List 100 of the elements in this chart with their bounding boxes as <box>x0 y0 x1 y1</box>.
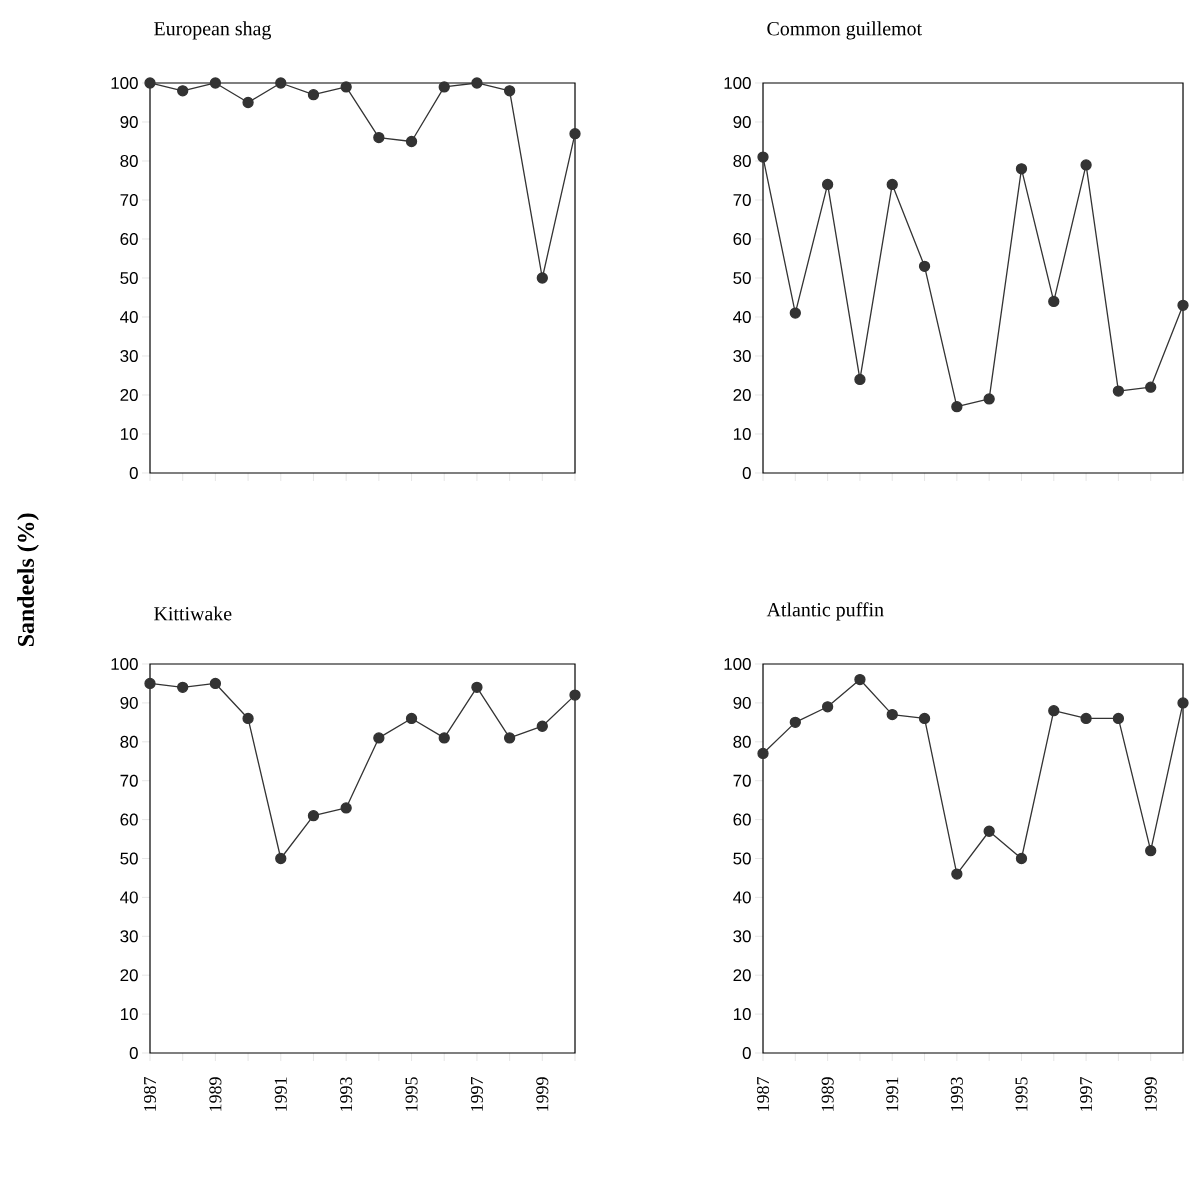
y-tick-label: 100 <box>111 76 138 89</box>
y-tick-label: 70 <box>120 774 138 787</box>
point <box>821 178 834 191</box>
point <box>569 128 581 140</box>
y-tick-label: 90 <box>733 696 751 709</box>
point <box>503 85 516 97</box>
y-tick-label: 50 <box>733 852 751 865</box>
point <box>1080 712 1092 725</box>
y-tick-label: 20 <box>120 388 138 401</box>
point <box>471 681 483 693</box>
point <box>569 689 581 701</box>
y-tick-label: 60 <box>733 232 751 245</box>
y-tick-label: 20 <box>733 969 751 982</box>
y-tick-label: 40 <box>733 310 751 323</box>
point <box>209 77 222 89</box>
y-tick-label: 100 <box>724 76 751 89</box>
point <box>1112 385 1125 397</box>
point <box>757 151 769 163</box>
point <box>1145 845 1157 857</box>
y-tick-label: 10 <box>733 427 751 440</box>
x-tick-label: 1987 <box>756 1077 770 1111</box>
chart-title: Common guillemot <box>767 21 922 40</box>
x-tick-label: 1987 <box>143 1077 157 1111</box>
y-tick-label: 80 <box>733 154 751 167</box>
x-tick-label: 1995 <box>1015 1077 1028 1111</box>
point <box>1015 163 1028 175</box>
y-axis-title: Sandeels (%) <box>17 513 39 647</box>
point <box>918 712 931 725</box>
point <box>1177 697 1189 709</box>
y-tick-label: 100 <box>111 658 138 670</box>
y-tick-label: 0 <box>129 466 138 479</box>
point <box>275 852 287 865</box>
x-tick-label: 1991 <box>886 1077 899 1111</box>
point <box>1080 159 1092 171</box>
x-tick-label: 1993 <box>340 1077 353 1111</box>
y-tick-label: 20 <box>120 969 138 982</box>
point <box>144 677 156 690</box>
y-tick-label: 10 <box>120 427 138 440</box>
x-tick-label: 1995 <box>405 1077 418 1111</box>
point <box>373 131 385 144</box>
point <box>983 393 995 405</box>
point <box>177 681 189 693</box>
point <box>144 77 156 89</box>
y-tick-label: 90 <box>120 696 138 709</box>
y-tick-label: 100 <box>724 658 751 670</box>
x-tick-label: 1993 <box>950 1077 963 1111</box>
point <box>1177 299 1189 311</box>
point <box>1112 712 1125 725</box>
point <box>854 373 866 386</box>
point <box>789 307 801 319</box>
point <box>1048 705 1060 717</box>
point <box>918 260 931 272</box>
x-tick-label: 1989 <box>209 1077 222 1111</box>
y-tick-label: 60 <box>120 232 138 245</box>
point <box>307 89 320 101</box>
point <box>983 825 995 837</box>
point <box>405 712 418 725</box>
y-tick-label: 90 <box>733 115 751 128</box>
y-tick-label: 90 <box>120 115 138 128</box>
x-tick-label: 1989 <box>821 1077 834 1111</box>
point <box>1048 295 1060 308</box>
point <box>789 716 801 728</box>
y-tick-label: 40 <box>120 891 138 904</box>
y-tick-label: 40 <box>733 891 751 904</box>
y-tick-label: 80 <box>733 735 751 748</box>
y-tick-label: 60 <box>120 813 138 826</box>
y-tick-label: 0 <box>742 466 751 479</box>
point <box>373 732 385 744</box>
point <box>951 401 963 413</box>
point <box>536 272 548 284</box>
y-tick-label: 0 <box>742 1047 751 1059</box>
point <box>821 701 834 713</box>
point <box>209 677 222 690</box>
y-tick-label: 70 <box>120 193 138 206</box>
point <box>275 77 287 89</box>
point <box>177 85 189 97</box>
point <box>340 81 352 93</box>
point <box>242 96 254 109</box>
chart-title: Kittiwake <box>154 606 232 621</box>
y-tick-label: 30 <box>733 349 751 362</box>
y-tick-label: 50 <box>120 271 138 284</box>
y-tick-label: 10 <box>120 1008 138 1021</box>
point <box>854 673 866 686</box>
point <box>1145 381 1157 393</box>
chart-title: Atlantic puffin <box>766 602 884 621</box>
x-tick-label: 1997 <box>1080 1077 1093 1111</box>
point <box>471 77 483 89</box>
y-tick-label: 10 <box>733 1008 751 1021</box>
y-tick-label: 30 <box>733 930 751 943</box>
point <box>340 802 352 814</box>
point <box>503 732 516 744</box>
y-tick-label: 0 <box>129 1047 138 1059</box>
y-tick-label: 80 <box>120 735 138 748</box>
x-tick-label: 1999 <box>1144 1077 1157 1111</box>
y-tick-label: 60 <box>733 813 751 826</box>
y-tick-label: 50 <box>733 271 751 284</box>
y-tick-label: 70 <box>733 193 751 206</box>
point <box>757 747 769 760</box>
point <box>536 720 548 732</box>
y-tick-label: 70 <box>733 774 751 787</box>
